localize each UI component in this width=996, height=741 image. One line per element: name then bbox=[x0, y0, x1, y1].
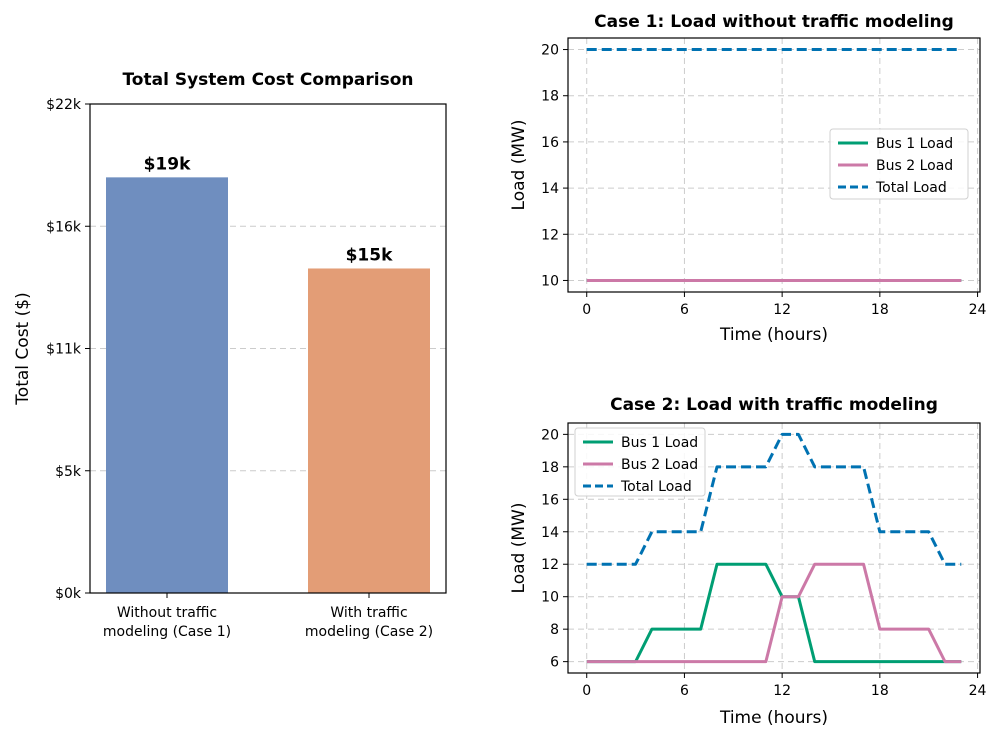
bar-value-label: $15k bbox=[346, 245, 393, 265]
x-tick-label: modeling (Case 1) bbox=[103, 624, 231, 640]
legend-label: Total Load bbox=[620, 479, 692, 495]
y-tick-label: 12 bbox=[541, 557, 559, 573]
legend-box bbox=[574, 427, 706, 497]
y-tick-label: 18 bbox=[541, 89, 559, 105]
y-tick-label: 10 bbox=[541, 273, 559, 289]
x-tick-label: 12 bbox=[773, 302, 791, 318]
axes-frame bbox=[567, 37, 981, 293]
x-tick-label: 24 bbox=[969, 683, 987, 699]
y-tick-label: 6 bbox=[550, 655, 559, 671]
y-tick-label: $16k bbox=[46, 219, 82, 235]
y-tick-label: 14 bbox=[541, 181, 559, 197]
series-line-bus-2-load bbox=[586, 562, 962, 664]
x-tick-label: Without traffic bbox=[117, 605, 217, 621]
x-tick-label: 12 bbox=[773, 683, 791, 699]
axes-frame bbox=[567, 422, 981, 674]
x-tick-label: 6 bbox=[680, 302, 689, 318]
x-tick-label: modeling (Case 2) bbox=[305, 624, 433, 640]
y-tick-label: 16 bbox=[541, 492, 559, 508]
y-tick-label: $11k bbox=[46, 342, 82, 358]
x-axis-label: Time (hours) bbox=[719, 325, 828, 345]
y-axis-label: Load (MW) bbox=[509, 120, 529, 211]
x-tick-label: 0 bbox=[582, 683, 591, 699]
x-axis-label: Time (hours) bbox=[719, 708, 828, 728]
bar bbox=[308, 268, 430, 593]
y-tick-label: 14 bbox=[541, 525, 559, 541]
legend-label: Bus 1 Load bbox=[621, 435, 698, 451]
y-tick-label: 20 bbox=[541, 427, 559, 443]
y-tick-label: $22k bbox=[46, 97, 82, 113]
y-tick-label: 12 bbox=[541, 227, 559, 243]
x-tick-label: 24 bbox=[969, 302, 987, 318]
series-line-bus-1-load bbox=[586, 562, 962, 664]
x-tick-label: 0 bbox=[582, 302, 591, 318]
y-axis-label: Load (MW) bbox=[509, 503, 529, 594]
x-tick-label: With traffic bbox=[330, 605, 407, 621]
x-tick-label: 6 bbox=[680, 683, 689, 699]
x-tick-label: 18 bbox=[871, 683, 889, 699]
y-tick-label: 16 bbox=[541, 135, 559, 151]
y-tick-label: 8 bbox=[550, 622, 559, 638]
chart-title: Case 1: Load without traffic modeling bbox=[594, 12, 954, 32]
legend-label: Bus 2 Load bbox=[876, 158, 953, 174]
y-tick-label: $5k bbox=[55, 464, 82, 480]
y-tick-label: $0k bbox=[55, 586, 82, 602]
axes-frame bbox=[89, 103, 447, 594]
legend-label: Total Load bbox=[875, 180, 947, 196]
x-tick-label: 18 bbox=[871, 302, 889, 318]
y-tick-label: 20 bbox=[541, 43, 559, 59]
y-tick-label: 10 bbox=[541, 590, 559, 606]
legend-label: Bus 1 Load bbox=[876, 136, 953, 152]
bar bbox=[106, 177, 228, 593]
series-line-total-load bbox=[586, 432, 962, 566]
bar-value-label: $19k bbox=[144, 154, 191, 174]
chart-title: Case 2: Load with traffic modeling bbox=[610, 395, 938, 415]
chart-title: Total System Cost Comparison bbox=[122, 70, 413, 90]
legend-label: Bus 2 Load bbox=[621, 457, 698, 473]
y-tick-label: 18 bbox=[541, 460, 559, 476]
y-axis-label: Total Cost ($) bbox=[13, 292, 33, 405]
legend-box bbox=[829, 128, 969, 200]
